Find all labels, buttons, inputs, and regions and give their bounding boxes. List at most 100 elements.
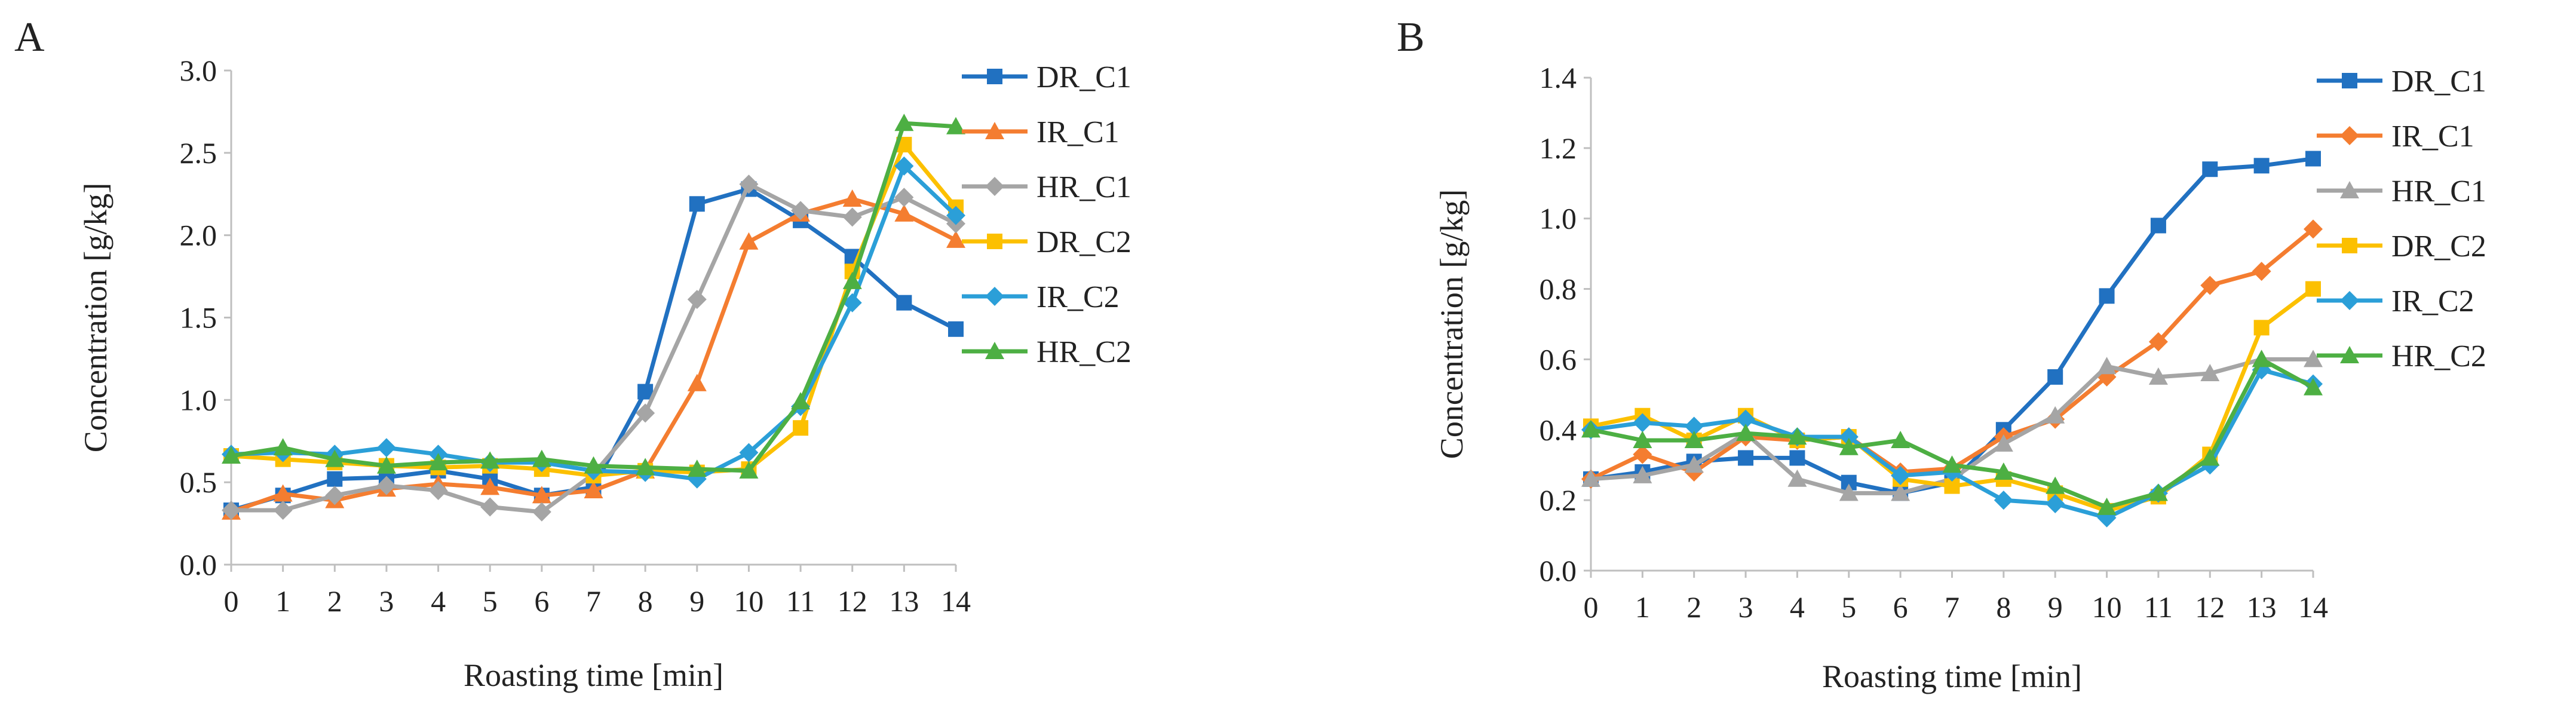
data-point (2200, 364, 2220, 381)
y-tick-label: 2.0 (180, 219, 217, 252)
legend-item: DR_C1 (2317, 65, 2486, 99)
series-line (229, 121, 958, 473)
series-ir-c1 (222, 189, 965, 520)
data-point (480, 451, 500, 469)
data-point (791, 392, 811, 410)
data-point (1787, 427, 1807, 445)
data-point (739, 174, 759, 194)
data-point (2046, 406, 2065, 424)
x-tick-label: 14 (2298, 590, 2328, 624)
data-point (325, 486, 345, 505)
x-tick-label: 2 (327, 584, 342, 618)
data-point (1839, 427, 1859, 447)
x-tick-label: 0 (1584, 590, 1599, 624)
data-point (1994, 491, 2013, 510)
data-point (2304, 219, 2323, 239)
legend-swatch-marker (985, 342, 1004, 359)
legend-item: HR_C1 (2317, 174, 2486, 209)
data-point (222, 446, 241, 464)
data-point (1581, 469, 1600, 487)
legend-label: IR_C1 (1036, 115, 1120, 149)
data-point (739, 461, 759, 479)
x-tick-label: 1 (275, 584, 290, 618)
legend-label: DR_C2 (2391, 229, 2486, 263)
x-axis-title: Roasting time [min] (1822, 658, 2082, 694)
x-tick-label: 11 (2144, 590, 2173, 624)
legend-swatch-marker (985, 287, 1004, 306)
legend-label: HR_C1 (1036, 170, 1131, 204)
data-point (739, 443, 759, 462)
data-point (273, 484, 293, 502)
x-tick-label: 6 (1893, 590, 1908, 624)
legend-label: DR_C2 (1036, 225, 1131, 259)
data-point (2253, 320, 2270, 336)
data-point (1942, 455, 1962, 473)
data-point (896, 295, 912, 311)
legend-item: HR_C2 (2317, 339, 2486, 373)
legend-swatch-marker (987, 234, 1002, 249)
data-point (2305, 281, 2321, 297)
data-point (1633, 465, 1652, 483)
y-tick-label: 0.4 (1540, 413, 1577, 446)
data-point (1736, 424, 1756, 442)
data-point (2304, 350, 2323, 367)
y-tick-label: 2.5 (180, 136, 217, 170)
legend-swatch-marker (2340, 291, 2359, 310)
y-tick-label: 0.2 (1540, 483, 1577, 517)
data-point (2252, 350, 2271, 367)
data-point (273, 501, 293, 520)
data-point (2304, 378, 2323, 396)
data-point (584, 456, 603, 474)
legend-swatch-marker (2340, 346, 2359, 363)
data-point (2097, 497, 2117, 515)
data-point (1581, 420, 1600, 438)
data-point (2200, 275, 2220, 295)
data-point (327, 471, 343, 487)
y-tick-label: 3.0 (180, 54, 217, 87)
series-dr-c2 (1583, 281, 2321, 519)
legend-swatch-marker (2342, 73, 2357, 88)
data-point (2148, 483, 2168, 501)
data-point (842, 207, 862, 227)
data-point (689, 196, 705, 212)
y-tick-label: 1.0 (1540, 202, 1577, 235)
data-point (376, 476, 396, 495)
x-tick-label: 5 (483, 584, 498, 618)
x-tick-label: 3 (379, 584, 394, 618)
data-point (894, 204, 914, 222)
data-point (1789, 450, 1805, 466)
data-point (428, 453, 448, 471)
legend-swatch-marker (2342, 238, 2357, 253)
data-point (1891, 430, 1910, 448)
data-point (1839, 483, 1859, 501)
data-point (325, 449, 345, 467)
data-point (739, 232, 759, 250)
data-point (894, 114, 914, 131)
x-tick-label: 5 (1841, 590, 1856, 624)
y-tick-label: 1.2 (1540, 131, 1577, 165)
series-hr-c2 (222, 114, 965, 479)
data-point (894, 156, 914, 176)
x-tick-label: 4 (1790, 590, 1805, 624)
data-point (842, 293, 862, 312)
data-point (1684, 455, 1704, 473)
legend-label: DR_C1 (2391, 65, 2486, 99)
x-tick-label: 13 (2247, 590, 2277, 624)
y-tick-label: 0.0 (180, 548, 217, 581)
data-point (687, 459, 707, 477)
x-tick-label: 0 (224, 584, 239, 618)
legend-label: IR_C2 (1036, 280, 1120, 314)
panel-a-chart: A0.00.51.01.52.02.53.00 1 2 3 4 5 6 7 8 9 10 11 12 13… (14, 14, 1131, 693)
data-point (428, 480, 448, 500)
x-tick-label: 3 (1738, 590, 1753, 624)
data-point (480, 497, 500, 517)
legend: DR_C1 IR_C1 HR_C1 DR_C2 IR_C2 HR_C2 (962, 60, 1131, 369)
data-point (1736, 409, 1756, 429)
x-tick-label: 8 (1996, 590, 2011, 624)
legend-label: HR_C1 (2391, 174, 2486, 209)
x-tick-label: 7 (586, 584, 601, 618)
panel-label: B (1397, 14, 1425, 60)
data-point (1633, 445, 1652, 464)
data-point (1633, 430, 1652, 448)
x-tick-label: 14 (941, 584, 971, 618)
